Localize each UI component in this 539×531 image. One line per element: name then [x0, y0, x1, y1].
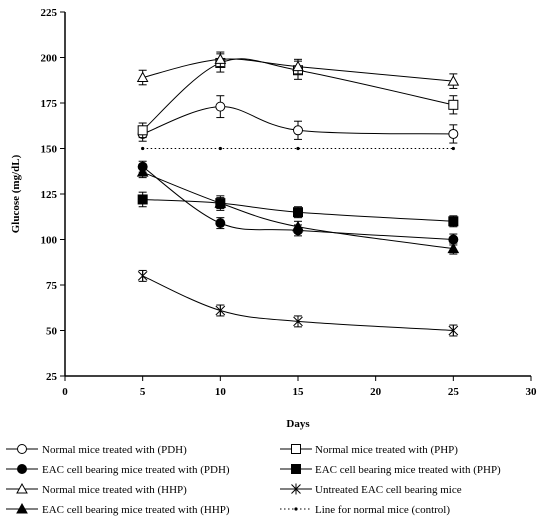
series-line — [142, 106, 454, 135]
legend-label: EAC cell bearing mice treated with (PHP) — [315, 464, 501, 476]
data-point — [448, 99, 459, 110]
series-6 — [137, 269, 459, 337]
series-line — [142, 166, 454, 240]
data-point — [214, 197, 227, 208]
x-tick-label: 0 — [62, 386, 68, 398]
data-point — [448, 216, 459, 227]
data-point — [448, 128, 459, 139]
legend-marker — [16, 502, 28, 514]
data-point — [136, 71, 149, 83]
legend-marker — [294, 507, 298, 511]
legend-marker — [291, 483, 301, 495]
x-tick-label: 5 — [140, 386, 146, 398]
legend-item: EAC cell bearing mice treated with (PDH) — [6, 464, 230, 476]
data-point — [292, 220, 304, 232]
data-point — [448, 325, 459, 336]
data-point — [141, 146, 145, 151]
data-point — [447, 242, 460, 254]
legend-marker — [16, 482, 28, 494]
data-point — [137, 270, 148, 282]
legend-marker — [17, 464, 27, 474]
plot-area — [136, 51, 460, 337]
data-point — [296, 146, 300, 151]
data-point — [451, 146, 455, 151]
legend-item: Normal mice treated with (PDH) — [6, 444, 187, 456]
legend-label: Line for normal mice (control) — [315, 504, 450, 516]
legend-item: Line for normal mice (control) — [280, 504, 450, 516]
x-tick-label: 15 — [293, 386, 305, 398]
legend: Normal mice treated with (PDH) Normal mic… — [6, 444, 501, 516]
data-point — [293, 125, 303, 136]
y-tick-label: 225 — [41, 7, 58, 19]
y-tick-label: 25 — [46, 371, 58, 383]
data-point — [218, 146, 222, 151]
legend-marker — [17, 444, 27, 454]
legend-label: EAC cell bearing mice treated with (PDH) — [42, 464, 230, 476]
data-point — [137, 125, 148, 136]
legend-item: Untreated EAC cell bearing mice — [280, 483, 462, 496]
legend-label: Normal mice treated with (PDH) — [42, 444, 187, 456]
data-point — [137, 194, 148, 205]
data-point — [215, 304, 226, 316]
legend-item: EAC cell bearing mice treated with (PHP) — [280, 464, 501, 476]
series-8 — [141, 146, 455, 151]
series-line — [142, 58, 454, 82]
x-tick-label: 30 — [526, 386, 538, 398]
y-tick-label: 125 — [41, 189, 58, 201]
data-point — [293, 315, 303, 327]
axes: 25 50 75 100 125 150 175 200 225 0 5 10 15 20 25 30 — [41, 7, 538, 398]
y-tick-label: 175 — [41, 98, 58, 110]
x-tick-label: 20 — [370, 386, 382, 398]
legend-item: Normal mice treated with (HHP) — [6, 482, 187, 496]
series-5 — [136, 51, 460, 89]
data-point — [136, 166, 149, 177]
y-tick-label: 50 — [46, 326, 58, 338]
legend-marker — [291, 444, 301, 454]
legend-item: Normal mice treated with (PHP) — [280, 444, 458, 456]
y-tick-label: 75 — [46, 280, 58, 292]
x-tick-label: 10 — [215, 386, 227, 398]
series-line — [142, 275, 454, 331]
x-axis-title: Days — [286, 418, 310, 430]
data-point — [215, 101, 226, 112]
y-tick-label: 100 — [41, 235, 58, 247]
legend-label: Untreated EAC cell bearing mice — [315, 484, 462, 496]
data-point — [214, 53, 227, 64]
y-axis-title: Glucose (mg/dL) — [10, 154, 22, 233]
x-tick-label: 25 — [448, 386, 460, 398]
data-point — [293, 207, 303, 218]
legend-marker — [291, 464, 301, 474]
legend-label: Normal mice treated with (PHP) — [315, 444, 458, 456]
legend-label: EAC cell bearing mice treated with (HHP) — [42, 504, 230, 516]
y-tick-label: 150 — [41, 144, 58, 156]
series-line — [142, 171, 454, 250]
series-1 — [137, 95, 459, 144]
data-point — [292, 60, 304, 72]
y-tick-label: 200 — [41, 53, 58, 65]
series-line — [142, 198, 454, 222]
legend-label: Normal mice treated with (HHP) — [42, 484, 187, 496]
legend-item: EAC cell bearing mice treated with (HHP) — [6, 502, 230, 516]
series-7 — [136, 166, 460, 255]
data-point — [447, 75, 460, 86]
data-point — [215, 218, 226, 229]
